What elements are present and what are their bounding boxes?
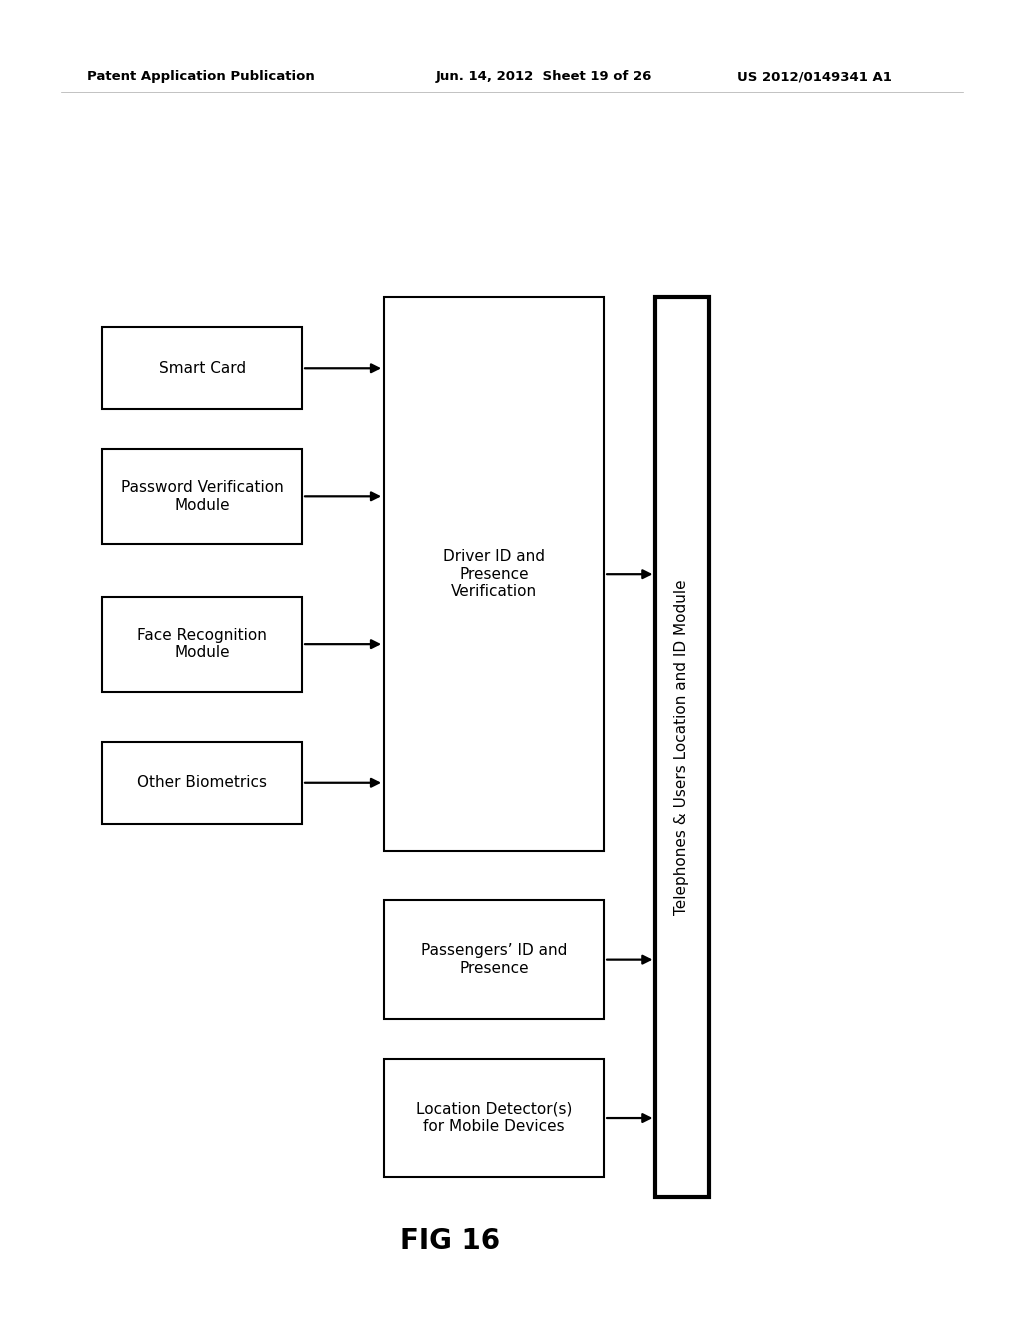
Text: Face Recognition
Module: Face Recognition Module bbox=[137, 628, 267, 660]
FancyBboxPatch shape bbox=[102, 449, 302, 544]
Text: Telephones & Users Location and ID Module: Telephones & Users Location and ID Modul… bbox=[675, 579, 689, 915]
Text: Jun. 14, 2012  Sheet 19 of 26: Jun. 14, 2012 Sheet 19 of 26 bbox=[435, 70, 651, 83]
FancyBboxPatch shape bbox=[384, 1059, 604, 1177]
FancyBboxPatch shape bbox=[384, 297, 604, 851]
FancyBboxPatch shape bbox=[384, 900, 604, 1019]
Text: Patent Application Publication: Patent Application Publication bbox=[87, 70, 314, 83]
FancyBboxPatch shape bbox=[655, 297, 709, 1197]
Text: Location Detector(s)
for Mobile Devices: Location Detector(s) for Mobile Devices bbox=[416, 1102, 572, 1134]
FancyBboxPatch shape bbox=[102, 327, 302, 409]
Text: US 2012/0149341 A1: US 2012/0149341 A1 bbox=[737, 70, 892, 83]
FancyBboxPatch shape bbox=[102, 742, 302, 824]
Text: FIG 16: FIG 16 bbox=[400, 1226, 501, 1255]
FancyBboxPatch shape bbox=[102, 597, 302, 692]
Text: Password Verification
Module: Password Verification Module bbox=[121, 480, 284, 512]
Text: Driver ID and
Presence
Verification: Driver ID and Presence Verification bbox=[443, 549, 545, 599]
Text: Passengers’ ID and
Presence: Passengers’ ID and Presence bbox=[421, 944, 567, 975]
Text: Smart Card: Smart Card bbox=[159, 360, 246, 376]
Text: Other Biometrics: Other Biometrics bbox=[137, 775, 267, 791]
